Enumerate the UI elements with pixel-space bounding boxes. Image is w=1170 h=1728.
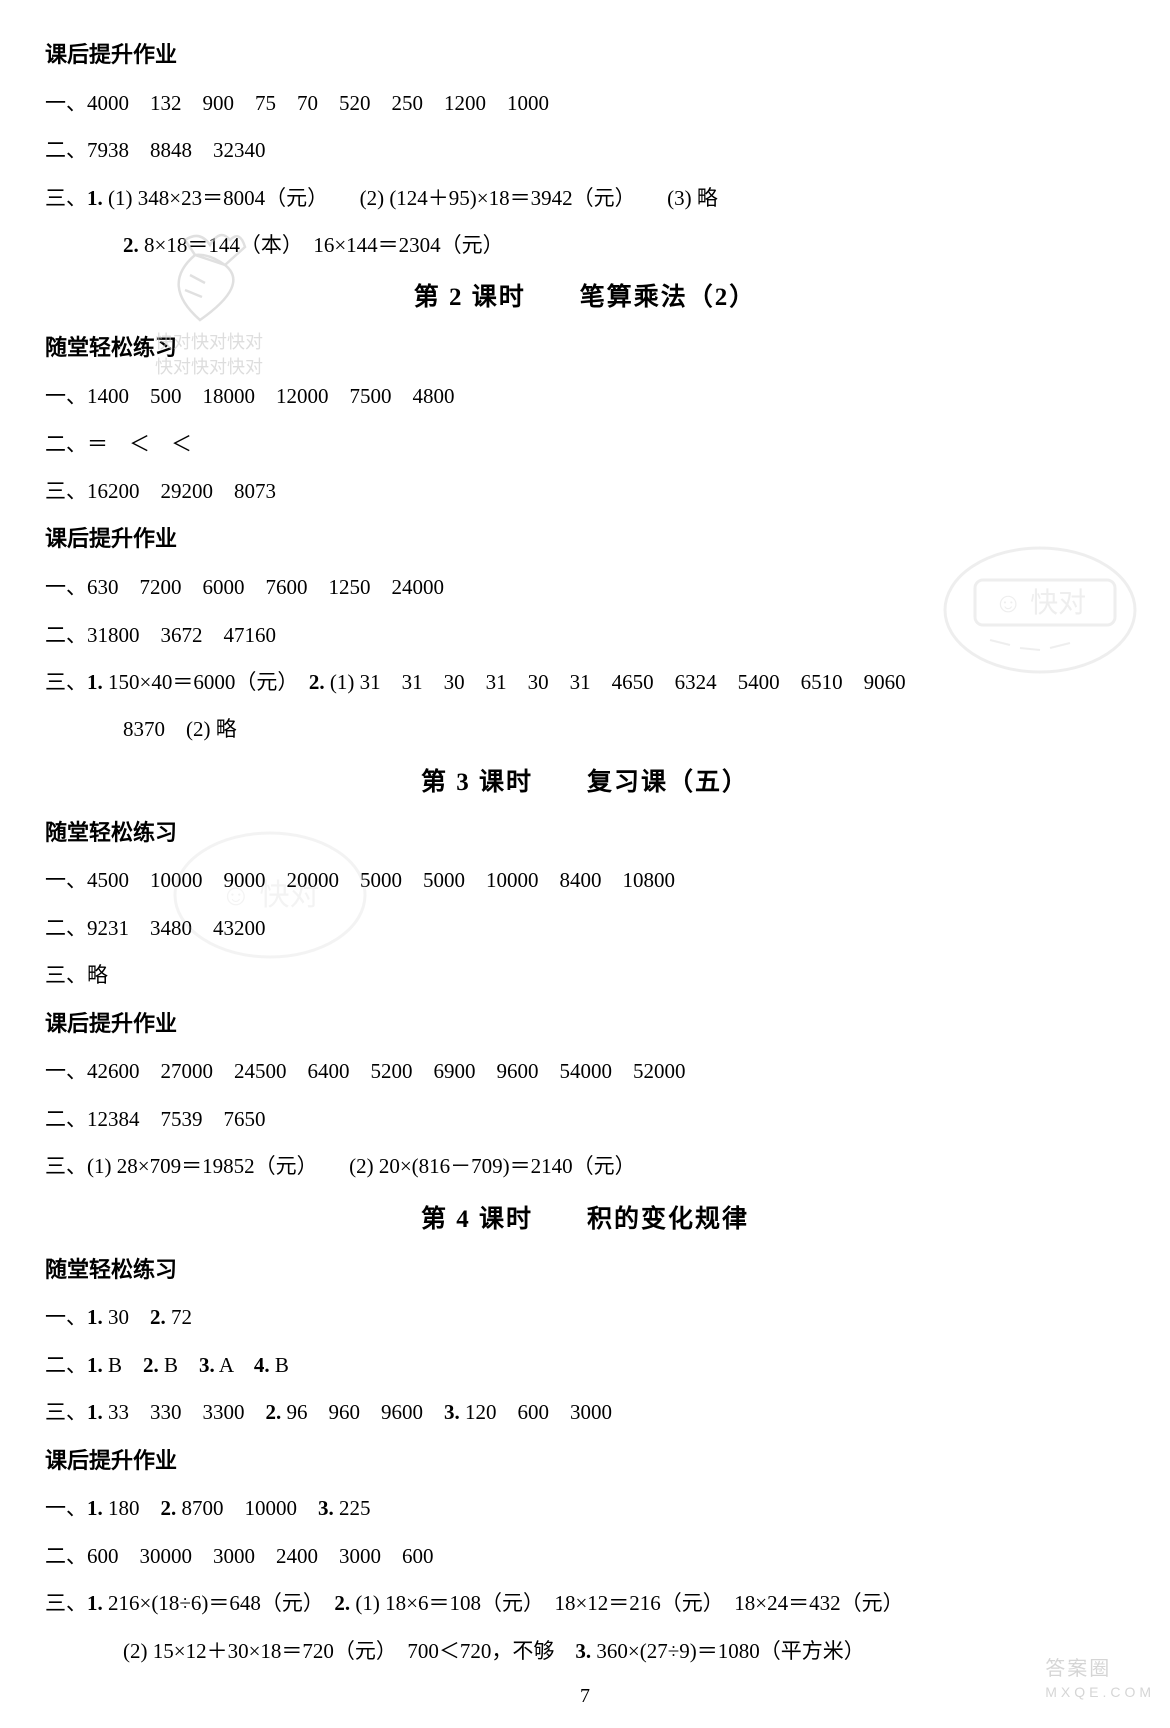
answer-line: 二、＝ ＜ ＜ [45, 430, 1125, 459]
section-heading: 随堂轻松练习 [45, 333, 1125, 364]
answer-line: 三、1. (1) 348×23＝8004（元） (2) (124＋95)×18＝… [45, 184, 1125, 213]
answer-line: 二、7938 8848 32340 [45, 136, 1125, 165]
section-heading: 课后提升作业 [45, 1009, 1125, 1040]
lesson-title: 第 4 课时 积的变化规律 [45, 1202, 1125, 1237]
answer-line: 二、1. B 2. B 3. A 4. B [45, 1351, 1125, 1380]
answer-line: 三、略 [45, 961, 1125, 990]
answer-line: 一、4500 10000 9000 20000 5000 5000 10000 … [45, 866, 1125, 895]
answer-line: 二、31800 3672 47160 [45, 621, 1125, 650]
page-number: 7 [580, 1682, 590, 1710]
lesson-title: 第 3 课时 复习课（五） [45, 765, 1125, 800]
answer-line: 一、1400 500 18000 12000 7500 4800 [45, 382, 1125, 411]
answer-line: 一、42600 27000 24500 6400 5200 6900 9600 … [45, 1057, 1125, 1086]
answer-line: 一、1. 30 2. 72 [45, 1303, 1125, 1332]
answer-line: 三、1. 150×40＝6000（元） 2. (1) 31 31 30 31 3… [45, 668, 1125, 697]
section-heading: 课后提升作业 [45, 1446, 1125, 1477]
section-heading: 随堂轻松练习 [45, 818, 1125, 849]
answer-line: 一、630 7200 6000 7600 1250 24000 [45, 573, 1125, 602]
answer-line: 二、12384 7539 7650 [45, 1105, 1125, 1134]
answer-line: 三、1. 33 330 3300 2. 96 960 9600 3. 120 6… [45, 1398, 1125, 1427]
answer-line: 2. 8×18＝144（本） 16×144＝2304（元） [45, 231, 1125, 260]
answer-line: 一、4000 132 900 75 70 520 250 1200 1000 [45, 89, 1125, 118]
section-heading: 课后提升作业 [45, 40, 1125, 71]
lesson-title: 第 2 课时 笔算乘法（2） [45, 280, 1125, 315]
answer-line: (2) 15×12＋30×18＝720（元） 700＜720，不够 3. 360… [45, 1637, 1125, 1666]
section-heading: 随堂轻松练习 [45, 1255, 1125, 1286]
answer-line: 三、16200 29200 8073 [45, 477, 1125, 506]
answer-line: 8370 (2) 略 [45, 715, 1125, 744]
answer-line: 三、(1) 28×709＝19852（元） (2) 20×(816－709)＝2… [45, 1152, 1125, 1181]
answer-line: 二、9231 3480 43200 [45, 914, 1125, 943]
section-heading: 课后提升作业 [45, 524, 1125, 555]
answer-line: 三、1. 216×(18÷6)＝648（元） 2. (1) 18×6＝108（元… [45, 1589, 1125, 1618]
page-content: 课后提升作业一、4000 132 900 75 70 520 250 1200 … [45, 40, 1125, 1666]
answer-line: 二、600 30000 3000 2400 3000 600 [45, 1542, 1125, 1571]
answer-line: 一、1. 180 2. 8700 10000 3. 225 [45, 1494, 1125, 1523]
